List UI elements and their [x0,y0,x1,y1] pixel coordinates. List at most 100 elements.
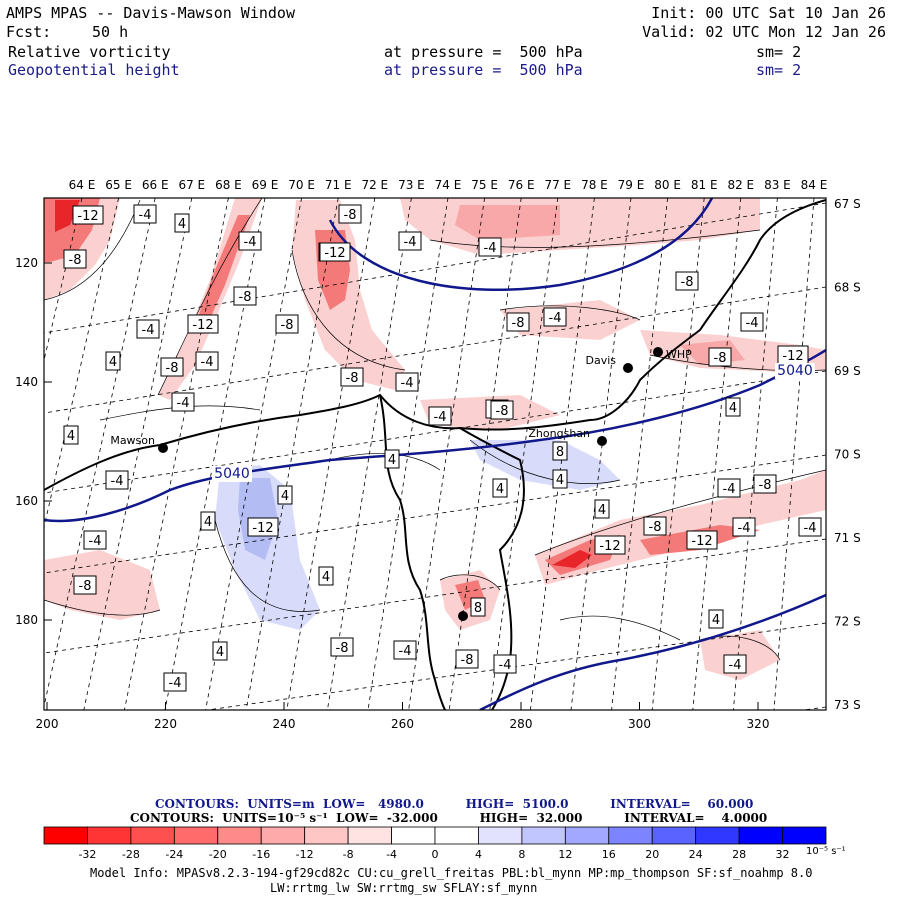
colorbar-label: 4 [475,848,482,861]
vorticity-label: -4 [398,231,422,251]
svg-text:Mawson: Mawson [110,434,155,447]
longitude-labels: 64 E 65 E 66 E 67 E 68 E 69 E 70 E 71 E 72 E 73 E… [69,178,828,192]
station-zhongshan: Zhongshan [528,427,607,446]
lat-label: 70 S [834,448,861,462]
svg-text:-4: -4 [401,376,414,391]
svg-text:-12: -12 [691,534,712,549]
svg-text:4: 4 [496,482,504,497]
svg-text:-8: -8 [79,579,92,594]
colorbar-cell [130,826,175,845]
svg-text:-8: -8 [649,520,662,535]
field-2-name: Geopotential height [8,61,180,79]
colorbar-cell [260,826,306,845]
svg-text:-8: -8 [239,290,252,305]
svg-text:4: 4 [109,355,117,370]
vorticity-label: -4 [717,478,741,498]
svg-text:-4: -4 [804,521,817,536]
vorticity-label: -12 [594,535,626,555]
vorticity-label: -4 [740,312,764,332]
lat-label: 72 S [834,615,861,629]
vorticity-label: -4 [136,319,160,339]
vorticity-label: -8 [675,271,699,291]
vorticity-label: -4 [428,406,452,426]
map-title: AMPS MPAS -- Davis-Mawson Window [6,4,295,22]
svg-text:4: 4 [388,453,396,468]
vorticity-label: -4 [171,392,195,412]
svg-text:WHP: WHP [666,348,692,361]
colorbar-label: -4 [386,848,397,861]
vorticity-label: -8 [490,400,514,420]
svg-text:4: 4 [178,217,186,232]
svg-text:5040: 5040 [214,466,250,482]
lon-label: 65 E [105,178,132,192]
vorticity-label: 4 [492,478,508,498]
svg-text:-8: -8 [344,208,357,223]
vorticity-label: 4 [594,499,610,519]
svg-text:-8: -8 [681,275,694,290]
init-time: Init: 00 UTC Sat 10 Jan 26 [651,4,886,22]
colorbar-label: 32 [776,848,790,861]
x-tick-label: 200 [36,717,59,730]
x-tick-label: 220 [154,717,177,730]
lon-label: 64 E [69,178,96,192]
y-tick-label: 180 [15,613,38,627]
colorbar-cell [304,826,349,845]
svg-text:-4: -4 [244,235,257,250]
svg-text:5040: 5040 [777,363,813,379]
vorticity-label: -4 [723,654,747,674]
x-tick-label: 280 [510,717,533,730]
svg-text:-8: -8 [759,478,772,493]
colorbar-label: 0 [432,848,439,861]
lon-label: 72 E [361,178,388,192]
field-1-smoothing: sm= 2 [756,43,802,61]
field-2-pressure: at pressure = 500 hPa [384,61,583,79]
colorbar-cell [564,826,610,845]
axis-ticks [44,262,759,710]
svg-text:-4: -4 [434,410,447,425]
vorticity-label: -4 [798,517,822,537]
lon-label: 82 E [727,178,754,192]
vorticity-label: -12 [247,517,279,537]
plot-frame [43,197,827,711]
field-1-pressure: at pressure = 500 hPa [384,43,583,61]
svg-text:-4: -4 [89,534,102,549]
svg-text:-4: -4 [142,323,155,338]
height-contour-info: CONTOURS: UNITS=m LOW= 4980.0 HIGH= 5100… [155,797,754,811]
svg-text:-4: -4 [404,235,417,250]
vorticity-label: -12 [72,205,104,225]
latitude-labels: 67 S 68 S 69 S 70 S 71 S 72 S 73 S [834,197,861,712]
vorticity-label: -4 [543,307,567,327]
vorticity-label: -8 [233,286,257,306]
colorbar-label: -28 [122,848,140,861]
vorticity-label: -4 [493,654,517,674]
colorbar-cell [738,826,783,845]
y-tick-label: 160 [15,494,38,508]
svg-text:4: 4 [729,401,737,416]
colorbar-cell [695,826,740,845]
map-field-layer [44,198,826,710]
x-tick-label: 300 [628,717,651,730]
station-mawson: Mawson [110,434,168,453]
forecast-hour: 50 h [92,23,129,41]
svg-text:-4: -4 [484,241,497,256]
svg-text:-4: -4 [549,311,562,326]
vorticity-label: -12 [187,314,219,334]
svg-text:-8: -8 [166,361,179,376]
map-plot: 64 E 65 E 66 E 67 E 68 E 69 E 70 E 71 E 72 E 73 E… [15,178,861,730]
vorticity-label: -4 [105,470,129,490]
lat-label: 67 S [834,197,861,211]
colorbar-cell [521,826,566,845]
station-davis: Davis [585,354,633,373]
colorbar-cell [173,826,219,845]
svg-text:-8: -8 [346,371,359,386]
svg-text:-8: -8 [461,653,474,668]
model-info-line-2: LW:rrtmg_lw SW:rrtmg_sw SFLAY:sf_mynn [270,881,538,895]
lon-label: 84 E [801,178,828,192]
vorticity-label: -4 [163,672,187,692]
svg-text:8: 8 [556,445,564,460]
vorticity-label: -4 [195,351,219,371]
svg-text:4: 4 [598,503,606,518]
vorticity-label: -4 [393,640,417,660]
colorbar-cell [434,826,479,845]
colorbar-label: 16 [602,848,616,861]
